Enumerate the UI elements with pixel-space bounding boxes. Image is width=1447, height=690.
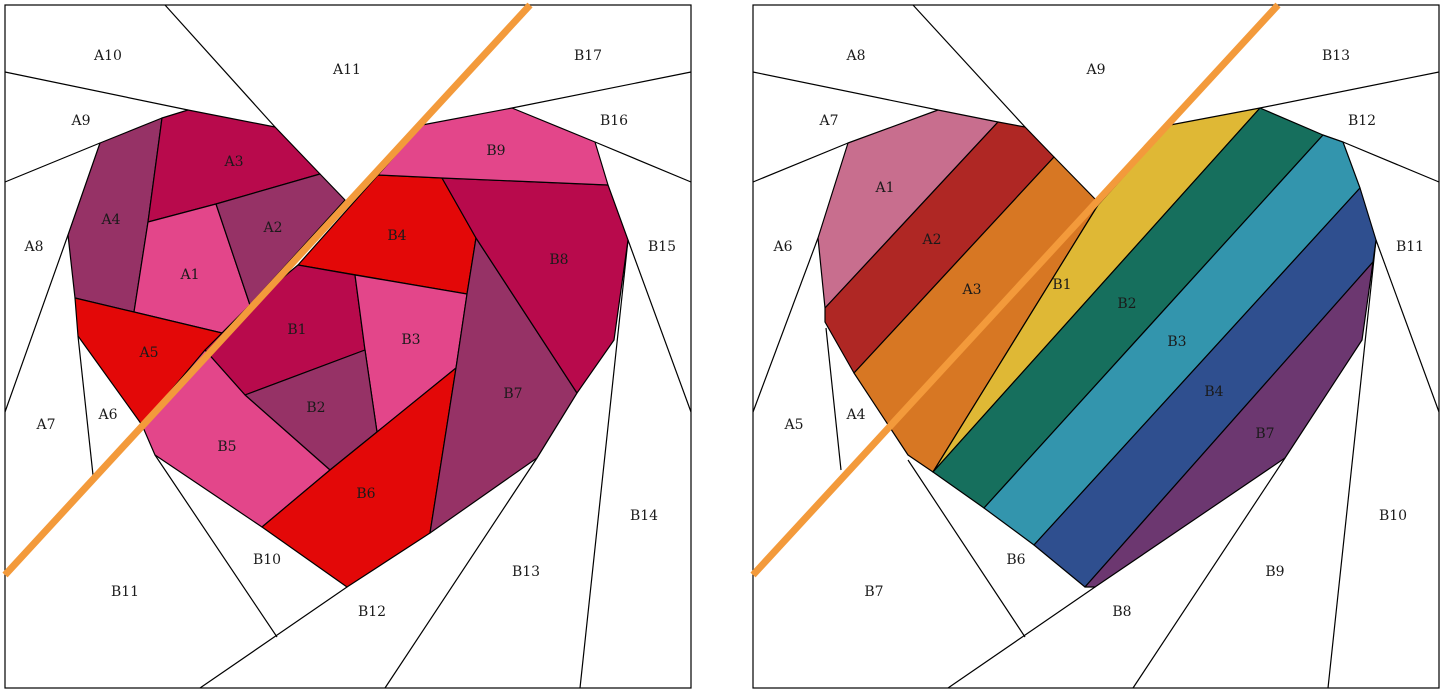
label-A4: A4 [845,407,865,423]
left-diagram-svg: A10 A11 B17 A9 B16 A3 B9 A4 A2 B4 A8 A1 … [2,2,692,689]
heart-block-left: A10 A11 B17 A9 B16 A3 B9 A4 A2 B4 A8 A1 … [0,0,696,690]
label-B16: B16 [600,113,628,129]
right-diagram-svg: A8 A9 B13 A7 B12 A1 A6 A2 B11 A3 B1 B2 B… [750,2,1440,689]
label-B1: B1 [287,322,306,338]
label-B2: B2 [1117,296,1136,312]
label-A7: A7 [35,417,55,433]
label-B10: B10 [253,552,281,568]
label-B4: B4 [1204,384,1223,400]
label-B15: B15 [648,239,676,255]
right-labels: A8 A9 B13 A7 B12 A1 A6 A2 B11 A3 B1 B2 B… [772,48,1424,620]
label-B13: B13 [1322,48,1350,64]
left-background-seams [4,4,692,689]
right-background-seams [752,4,1440,689]
label-A3: A3 [223,154,243,170]
label-B3: B3 [401,332,420,348]
label-A2: A2 [921,232,941,248]
heart-block-right: A8 A9 B13 A7 B12 A1 A6 A2 B11 A3 B1 B2 B… [748,0,1447,690]
label-A7: A7 [818,113,838,129]
label-B8: B8 [549,252,568,268]
label-A5: A5 [783,417,803,433]
label-B9: B9 [1265,564,1284,580]
label-B6: B6 [356,486,375,502]
label-B2: B2 [306,400,325,416]
label-A9: A9 [1085,62,1105,78]
label-A1: A1 [874,180,894,196]
label-A1: A1 [179,267,199,283]
piece-A2 [215,173,346,306]
right-block-border [752,4,1440,689]
label-B8: B8 [1112,604,1131,620]
left-labels: A10 A11 B17 A9 B16 A3 B9 A4 A2 B4 A8 A1 … [23,48,676,620]
label-A4: A4 [100,212,120,228]
right-heart-strips [817,107,1377,588]
label-A3: A3 [961,282,981,298]
label-A6: A6 [97,407,117,423]
label-B7-inner: B7 [1255,426,1274,442]
left-cut-line [2,2,533,578]
label-A8: A8 [845,48,865,64]
label-B5: B5 [217,439,236,455]
label-B3: B3 [1167,334,1186,350]
label-A9: A9 [70,113,90,129]
left-block-border [4,4,692,689]
label-B17: B17 [574,48,602,64]
strip-B7 [1084,261,1374,588]
label-B13: B13 [512,564,540,580]
label-B10: B10 [1379,508,1407,524]
label-B4: B4 [387,228,406,244]
label-B9: B9 [486,143,505,159]
label-B12: B12 [358,604,386,620]
right-cut-line [750,2,1281,578]
label-A6: A6 [772,239,792,255]
label-A5: A5 [138,345,158,361]
label-A2: A2 [262,220,282,236]
label-B7-outer: B7 [864,584,883,600]
label-B1: B1 [1052,277,1071,293]
label-B14: B14 [630,508,658,524]
label-A10: A10 [93,48,122,64]
label-B11: B11 [1396,239,1424,255]
left-heart-pieces [67,107,629,588]
label-B12: B12 [1348,113,1376,129]
label-A11: A11 [332,62,361,78]
label-A8: A8 [23,239,43,255]
label-B11: B11 [111,584,139,600]
label-B6: B6 [1006,552,1025,568]
label-B7: B7 [503,386,522,402]
